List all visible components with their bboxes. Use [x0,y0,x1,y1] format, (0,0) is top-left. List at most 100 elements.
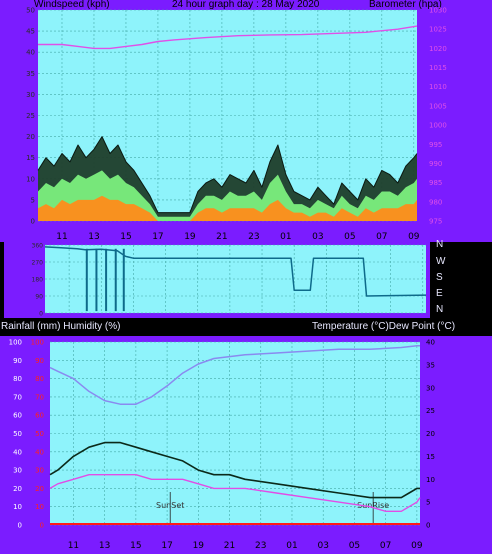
temperature-tick-label-7: 35 [426,361,435,369]
rain-tick-label-6: 60 [35,412,44,420]
rain-tick-label-4: 40 [35,448,44,456]
humidity-tick-label-9: 90 [13,357,22,365]
direction-tick-label-1: 270 [32,260,44,267]
wind-x-tick-6: 23 [248,232,259,242]
humidity-tick-label-0: 0 [18,522,22,530]
wind-tick-label-1: 5 [31,196,35,204]
th-x-tick-10: 07 [380,541,391,551]
temperature-tick-label-4: 20 [426,430,435,438]
wind-low-band [38,195,417,221]
annotation-sunset: SunSet [156,501,184,510]
wind-x-tick-10: 07 [376,232,387,242]
compass-n-top: N [436,239,444,250]
wind-tick-label-8: 40 [26,49,35,57]
wind-tick-label-7: 35 [26,70,35,78]
direction-tick-label-4: 0 [39,311,43,318]
barometer-tick-label-0: 975 [429,218,442,226]
barometer-tick-label-1: 980 [429,198,442,206]
barometer-tick-label-10: 1025 [429,26,447,34]
top-panel [0,0,38,242]
annotation-sunrise: SunRise [357,501,389,510]
wind-tick-label-10: 50 [26,7,35,15]
wind-x-tick-4: 19 [184,232,196,242]
wind-max-line [37,136,418,214]
humidity-tick-label-5: 50 [13,430,22,438]
barometer-tick-label-3: 990 [429,160,442,168]
temperature-tick-label-8: 40 [426,339,435,347]
th-x-tick-3: 17 [161,541,172,551]
bottom-panel-left [0,336,50,554]
th-x-tick-0: 11 [68,541,79,551]
wind-x-tick-9: 05 [344,232,355,242]
wind-x-tick-2: 15 [120,232,131,242]
barometer-tick-label-2: 985 [429,179,442,187]
bottom-panel-right [420,336,492,554]
barometer-tick-label-4: 995 [429,141,442,149]
chart-date-title: 24 hour graph day : 28 May 2020 [172,0,320,10]
humidity-tick-label-3: 30 [13,467,22,475]
bottom-panel-bottom [50,525,420,554]
top-panel-bottom [38,221,417,242]
barometer-axis-label: Barometer (hpa) [369,0,442,10]
wind-tick-label-6: 30 [26,91,35,99]
temperature-dewpoint-axis-label: Temperature (°C)Dew Point (°C) [312,321,456,332]
temperature-tick-label-3: 15 [426,453,435,461]
rain-tick-label-10: 100 [31,339,44,347]
direction-tick-label-3: 90 [35,294,43,301]
compass-w: W [436,256,446,267]
th-x-tick-6: 23 [255,541,266,551]
humidity-tick-label-7: 70 [13,393,22,401]
wind-x-tick-5: 21 [216,232,227,242]
compass-n-bottom: N [436,304,444,315]
wind-x-tick-11: 09 [408,232,420,242]
barometer-tick-label-5: 1000 [429,122,447,130]
temperature-tick-label-6: 30 [426,384,435,392]
wind-tick-label-4: 20 [26,133,35,141]
temperature-tick-label-1: 5 [426,499,430,507]
wind-tick-label-2: 10 [26,175,35,183]
barometer-tick-label-7: 1010 [429,83,447,91]
humidity-tick-label-6: 60 [13,412,22,420]
th-x-tick-5: 21 [224,541,235,551]
temperature-line [49,441,420,499]
rain-tick-label-7: 70 [35,393,44,401]
wind-x-tick-0: 11 [56,232,67,242]
barometer-tick-label-11: 1030 [429,7,447,15]
humidity-tick-label-4: 40 [13,448,22,456]
humidity-tick-label-2: 20 [13,485,22,493]
rain-tick-label-1: 10 [35,503,44,511]
wind-tick-label-9: 45 [26,28,35,36]
th-x-tick-9: 05 [349,541,360,551]
wind-x-tick-7: 01 [280,232,291,242]
rain-tick-label-5: 50 [35,430,44,438]
rain-humidity-axis-label: Rainfall (mm) Humidity (%) [1,321,121,332]
barometer-tick-label-6: 1005 [429,102,447,110]
wind-x-tick-1: 13 [88,232,99,242]
barometer-tick-label-9: 1020 [429,45,447,53]
humidity-tick-label-8: 80 [13,375,22,383]
wind-tick-label-5: 25 [26,112,35,120]
barometer-tick-label-8: 1015 [429,64,447,72]
rain-tick-label-8: 80 [35,375,44,383]
compass-e: E [436,288,443,299]
compass-s: S [436,272,443,283]
th-x-tick-4: 19 [193,541,205,551]
th-x-tick-1: 13 [99,541,110,551]
temperature-tick-label-5: 25 [426,407,435,415]
th-x-tick-2: 15 [130,541,141,551]
humidity-line [49,344,420,405]
temperature-tick-label-0: 0 [426,522,430,530]
rain-tick-label-9: 90 [35,357,44,365]
rain-tick-label-3: 30 [35,467,44,475]
humidity-tick-label-10: 100 [9,339,22,347]
th-x-tick-8: 03 [317,541,328,551]
wind-direction-line [44,246,427,297]
th-x-tick-7: 01 [286,541,297,551]
wind-tick-label-3: 15 [26,154,35,162]
bottom-panel-top [50,336,420,342]
wind-x-tick-8: 03 [312,232,323,242]
wind-x-tick-3: 17 [152,232,163,242]
direction-tick-label-2: 180 [32,277,44,284]
wind-tick-label-0: 0 [31,218,35,226]
top-panel-right [417,0,492,242]
